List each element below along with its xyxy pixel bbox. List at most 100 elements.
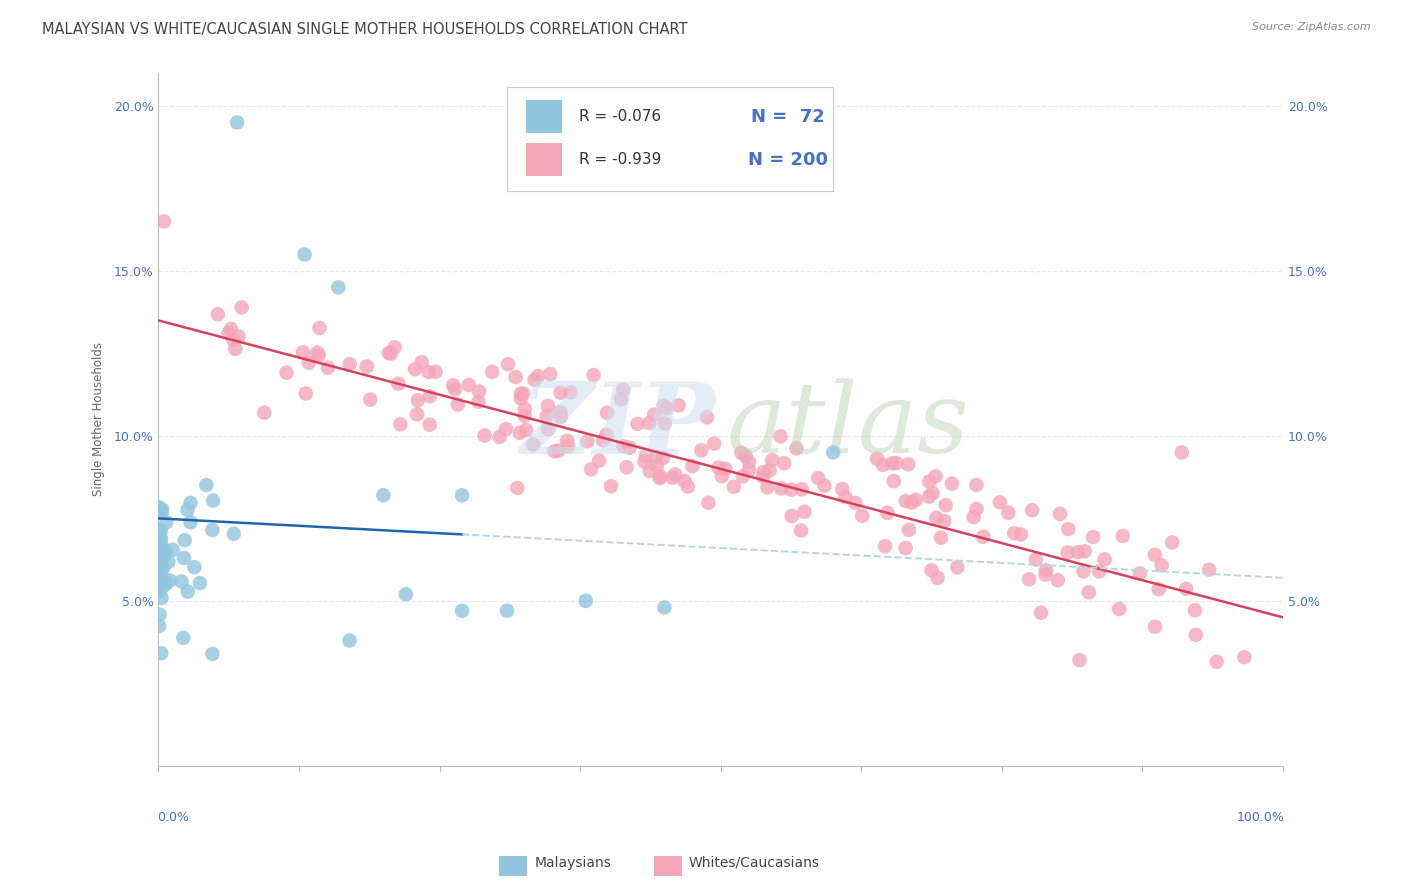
Point <box>201 647 224 661</box>
Point <box>997 506 1019 520</box>
Point <box>1025 552 1047 566</box>
Point <box>150 591 173 605</box>
Point <box>173 533 195 548</box>
Point <box>1046 573 1069 587</box>
Point <box>547 443 569 458</box>
Point <box>451 604 474 618</box>
Point <box>173 551 195 566</box>
Text: N = 200: N = 200 <box>748 151 828 169</box>
Point <box>560 385 582 400</box>
Point <box>851 508 873 523</box>
Point <box>276 366 298 380</box>
Point <box>761 453 783 467</box>
Point <box>170 574 193 589</box>
Point <box>596 406 619 420</box>
Point <box>149 546 172 560</box>
Point <box>509 386 531 401</box>
Point <box>588 453 610 467</box>
Point <box>1184 603 1206 617</box>
Point <box>339 633 361 648</box>
Point <box>661 470 683 484</box>
Point <box>356 359 378 374</box>
Point <box>1205 655 1227 669</box>
Point <box>380 346 402 360</box>
Point <box>150 555 173 569</box>
Point <box>1049 507 1071 521</box>
Point <box>218 326 240 340</box>
Point <box>339 357 361 371</box>
Point <box>935 498 957 512</box>
Point <box>823 445 845 459</box>
Text: R = -0.076: R = -0.076 <box>579 109 661 124</box>
Point <box>155 544 177 558</box>
Point <box>897 458 920 472</box>
Point <box>389 417 412 432</box>
Point <box>652 399 675 413</box>
Point <box>384 340 406 354</box>
Point <box>188 576 211 591</box>
Point <box>703 436 725 450</box>
Point <box>1035 563 1057 577</box>
Point <box>149 560 172 574</box>
Point <box>474 428 496 442</box>
Point <box>149 505 172 519</box>
Point <box>654 600 676 615</box>
Point <box>418 365 440 379</box>
Point <box>148 579 170 593</box>
Point <box>307 345 329 359</box>
Point <box>918 475 941 489</box>
Point <box>395 587 418 601</box>
Point <box>756 480 779 494</box>
Point <box>537 399 560 413</box>
Point <box>149 530 172 544</box>
Point <box>148 500 170 514</box>
Point <box>157 555 180 569</box>
Point <box>898 523 921 537</box>
Point <box>645 458 668 473</box>
Point <box>633 454 655 468</box>
Point <box>1198 563 1220 577</box>
Point <box>1108 602 1130 616</box>
Point <box>714 461 737 475</box>
Point <box>758 464 780 478</box>
Point <box>378 346 401 360</box>
Point <box>228 329 250 343</box>
Point <box>308 321 330 335</box>
Point <box>1067 545 1090 559</box>
Point <box>425 365 447 379</box>
Point <box>543 444 565 458</box>
Point <box>148 607 170 622</box>
Point <box>149 560 172 574</box>
Point <box>496 357 519 371</box>
Point <box>731 469 754 483</box>
Point <box>1184 628 1206 642</box>
Point <box>831 482 853 496</box>
Point <box>444 382 467 396</box>
Text: 100.0%: 100.0% <box>1236 811 1284 824</box>
Point <box>481 365 503 379</box>
Point <box>668 398 690 412</box>
Point <box>921 563 943 577</box>
Point <box>1143 548 1166 562</box>
Point <box>536 409 558 423</box>
Point <box>180 516 202 530</box>
Point <box>681 459 703 474</box>
Point <box>752 465 775 479</box>
Point <box>202 493 225 508</box>
Point <box>294 247 316 261</box>
Point <box>600 479 623 493</box>
Point <box>557 439 579 453</box>
Point <box>1129 566 1152 581</box>
Point <box>876 506 898 520</box>
Point <box>886 456 908 470</box>
Point <box>882 456 904 470</box>
Point <box>988 495 1011 509</box>
Point <box>468 384 491 399</box>
Point <box>150 541 173 556</box>
Text: atlas: atlas <box>727 379 969 474</box>
Point <box>150 506 173 520</box>
Point <box>1112 529 1135 543</box>
Point <box>451 488 474 502</box>
Point <box>219 322 242 336</box>
Point <box>1094 552 1116 566</box>
